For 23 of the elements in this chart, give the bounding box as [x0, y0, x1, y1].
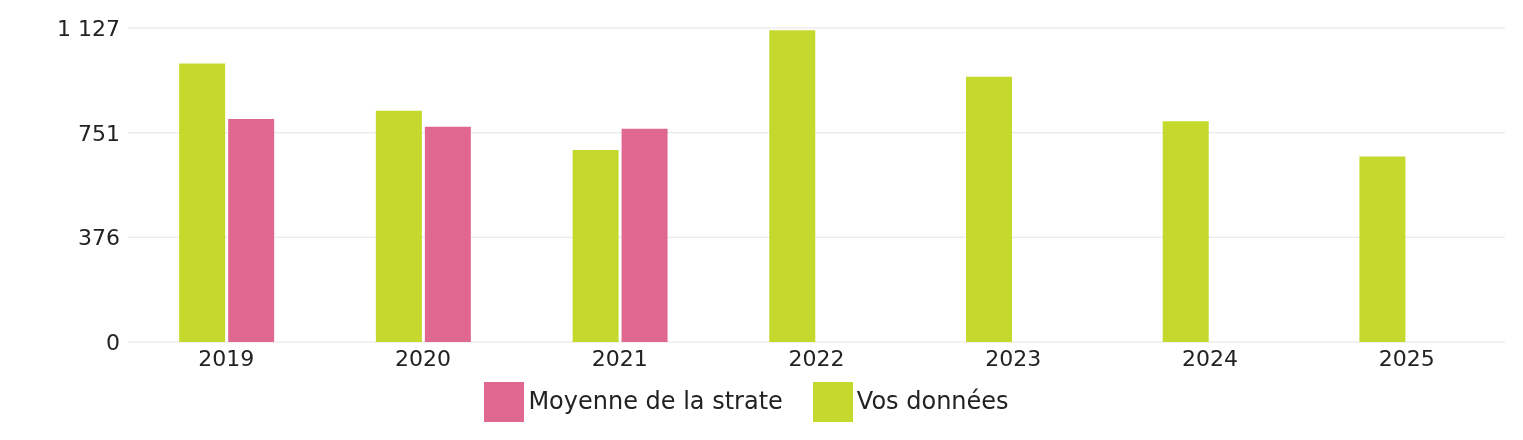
x-tick-label: 2025	[1378, 345, 1435, 371]
bar	[966, 76, 1012, 342]
x-tick-label: 2024	[1181, 345, 1238, 371]
y-tick-label: 0	[106, 329, 120, 355]
x-tick-label: 2021	[591, 345, 648, 371]
bar	[179, 63, 226, 342]
bar	[1359, 156, 1406, 342]
bar	[769, 30, 816, 342]
bar	[424, 126, 471, 342]
x-tick-label: 2020	[395, 345, 452, 371]
bar	[621, 128, 668, 342]
bar	[1162, 121, 1209, 342]
x-tick-label: 2019	[198, 345, 255, 371]
y-tick-label: 751	[78, 120, 120, 146]
legend-label: Vos données	[856, 387, 1009, 415]
bar	[375, 110, 422, 342]
y-tick-label: 376	[78, 225, 120, 251]
x-tick-label: 2022	[788, 345, 845, 371]
y-tick-label: 1 127	[57, 15, 120, 41]
x-tick-label: 2023	[985, 345, 1042, 371]
bar	[228, 119, 275, 342]
bar	[572, 150, 619, 342]
legend-label: Moyenne de la strate	[528, 387, 783, 415]
